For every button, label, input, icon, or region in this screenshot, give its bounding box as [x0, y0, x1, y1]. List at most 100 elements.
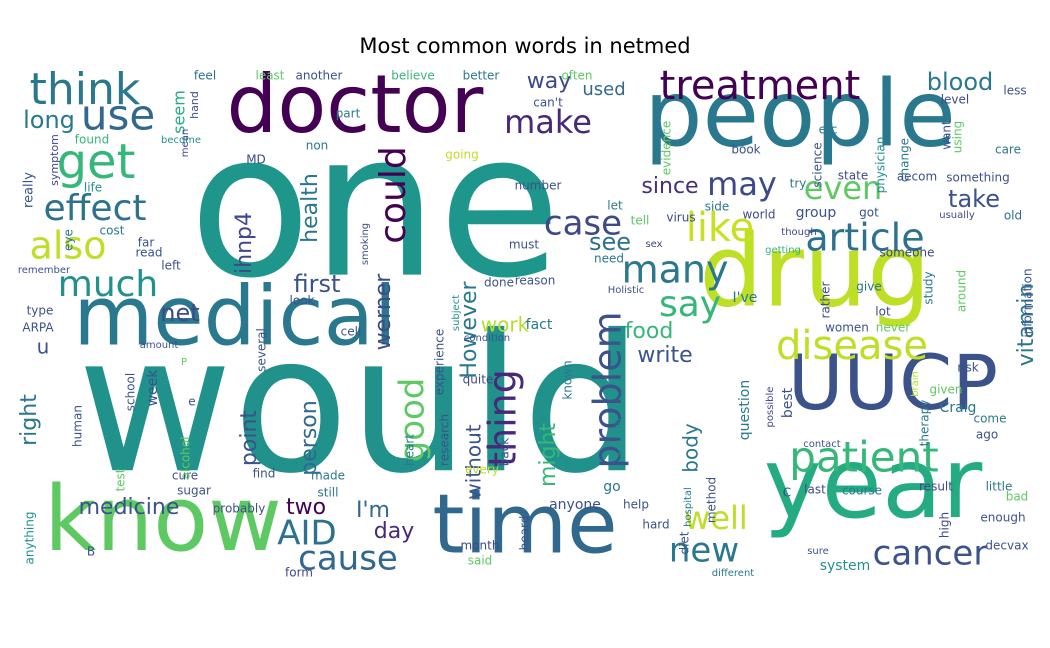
- word-high: high: [938, 512, 952, 538]
- word-level: level: [941, 93, 970, 107]
- word-every: every: [465, 463, 499, 477]
- word-week: week: [145, 369, 161, 407]
- word-amount: amount: [140, 340, 179, 351]
- word-help: help: [623, 498, 649, 512]
- word-eye: eye: [62, 229, 76, 251]
- chart-title: Most common words in netmed: [359, 34, 691, 58]
- word-however: However: [457, 280, 482, 378]
- word-hospital: hospital: [683, 487, 694, 527]
- word-something: something: [946, 171, 1010, 185]
- word-say: say: [659, 284, 721, 325]
- word-cure: cure: [172, 469, 198, 483]
- word-condition: condition: [464, 333, 510, 344]
- word-treatment: treatment: [660, 63, 861, 109]
- word-aecom: aecom: [897, 170, 937, 184]
- word-less: less: [1003, 84, 1026, 98]
- word-probably: probably: [213, 502, 266, 516]
- word-let: let: [607, 199, 623, 213]
- word-find: find: [253, 467, 276, 481]
- word-left: left: [161, 259, 181, 273]
- word-take: take: [948, 185, 1000, 213]
- word-cell: cell: [341, 325, 362, 339]
- word-part: part: [336, 107, 361, 121]
- word-patient: patient: [789, 433, 938, 482]
- word-blood: blood: [927, 68, 994, 96]
- word-time: time: [432, 477, 617, 572]
- word-since: since: [641, 174, 698, 199]
- word-drug: drug: [699, 212, 930, 329]
- word-type: type: [27, 304, 54, 318]
- word-side: side: [705, 200, 730, 214]
- word-book: book: [731, 143, 760, 157]
- word-well: well: [684, 499, 748, 537]
- word-hard: hard: [642, 518, 669, 532]
- word-got: got: [859, 206, 879, 220]
- word-research: research: [438, 414, 452, 466]
- word-question: question: [737, 380, 753, 440]
- word-right: right: [17, 394, 42, 446]
- word-anything: anything: [23, 512, 37, 565]
- word-lot: lot: [875, 305, 891, 319]
- word-actually: actually: [615, 418, 626, 458]
- word-found: found: [75, 133, 109, 147]
- word-better: better: [463, 69, 500, 83]
- word-read: read: [135, 246, 162, 260]
- word-really: really: [22, 172, 37, 208]
- word-think: think: [30, 64, 141, 115]
- word-day: day: [374, 519, 414, 544]
- word-sure: sure: [807, 546, 829, 557]
- word-around: around: [955, 270, 969, 312]
- word-physician: physician: [874, 137, 888, 194]
- word-ago: ago: [976, 428, 998, 442]
- word-quite: quite: [463, 373, 494, 387]
- word-good: good: [393, 378, 433, 463]
- word-know: know: [44, 467, 282, 572]
- word-medicine: medicine: [79, 495, 180, 520]
- word-seem: seem: [170, 90, 189, 134]
- word-make: make: [504, 103, 592, 141]
- word-try: try: [790, 177, 807, 191]
- word-vitamin: vitamin: [1014, 284, 1039, 367]
- word-given: given: [929, 383, 962, 397]
- word-still: still: [318, 486, 339, 500]
- word-alcohol: alcohol: [179, 437, 193, 480]
- word-article: article: [805, 216, 924, 260]
- word-much: much: [58, 264, 159, 305]
- word-arpa: ARPA: [22, 321, 54, 335]
- word-rather: rather: [819, 281, 833, 318]
- word-heard: heard: [518, 516, 532, 551]
- word-body: body: [679, 423, 703, 473]
- word-look: look: [290, 294, 315, 308]
- word-must: must: [509, 238, 540, 252]
- word-uucp: UUCP: [788, 338, 998, 427]
- word-problem: problem: [586, 311, 630, 468]
- word-cost: cost: [100, 224, 125, 238]
- word-far: far: [138, 236, 155, 250]
- word-study: study: [922, 271, 936, 304]
- word-go: go: [603, 479, 620, 495]
- word-without: without: [462, 424, 486, 499]
- word-form: form: [285, 566, 313, 580]
- word-remember: remember: [18, 265, 71, 276]
- word-come: come: [973, 412, 1006, 426]
- word-person: person: [297, 400, 322, 475]
- word-people: people: [644, 60, 956, 167]
- word-use: use: [81, 91, 155, 140]
- word-risk: risk: [957, 361, 979, 375]
- word-long: long: [23, 106, 75, 134]
- word-used: used: [582, 79, 625, 100]
- word-back: back: [498, 438, 512, 467]
- word-net: net: [160, 299, 199, 327]
- word-way: way: [527, 69, 572, 94]
- word-doctor: doctor: [227, 58, 484, 151]
- word-md: MD: [246, 153, 266, 167]
- word-e: e: [188, 395, 195, 409]
- word-i-m: I'm: [356, 498, 390, 523]
- word-known: known: [561, 360, 575, 399]
- word-reason: reason: [515, 274, 556, 288]
- word-best: best: [780, 387, 796, 418]
- word-method: method: [705, 477, 719, 523]
- word-number: number: [515, 179, 562, 193]
- word-experience: experience: [433, 329, 447, 396]
- word-another: another: [296, 69, 343, 83]
